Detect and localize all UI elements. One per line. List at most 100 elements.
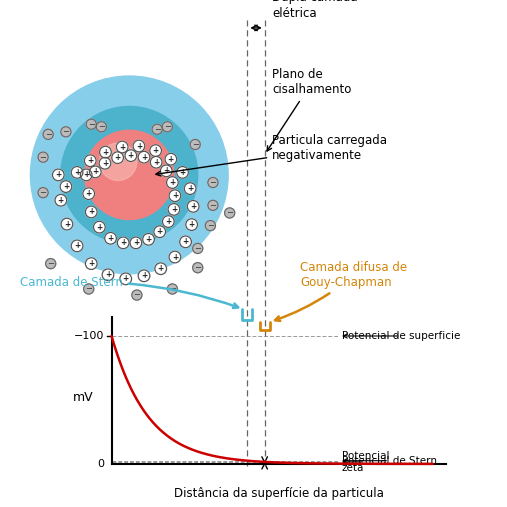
Circle shape <box>102 269 114 280</box>
Circle shape <box>117 237 129 248</box>
Text: Potencial de Stern: Potencial de Stern <box>342 456 437 466</box>
Text: +: + <box>58 196 64 205</box>
Text: +: + <box>179 168 186 177</box>
Circle shape <box>188 200 199 212</box>
Text: +: + <box>146 235 152 244</box>
Text: −: − <box>45 130 52 139</box>
Circle shape <box>154 226 166 237</box>
Text: +: + <box>187 184 193 193</box>
Circle shape <box>60 181 72 192</box>
Circle shape <box>104 232 117 244</box>
Text: −: − <box>88 120 95 129</box>
Text: +: + <box>102 148 108 157</box>
Circle shape <box>46 259 56 269</box>
Text: +: + <box>119 142 125 152</box>
Text: +: + <box>158 264 164 273</box>
Circle shape <box>61 106 198 243</box>
Text: 0: 0 <box>97 459 104 469</box>
Circle shape <box>193 243 203 254</box>
Text: Camada de Stern: Camada de Stern <box>20 276 238 308</box>
Circle shape <box>186 219 198 230</box>
Text: +: + <box>172 252 178 262</box>
Circle shape <box>155 263 166 275</box>
Circle shape <box>167 284 177 294</box>
Circle shape <box>84 155 96 166</box>
Circle shape <box>161 165 172 176</box>
Circle shape <box>71 240 83 251</box>
Circle shape <box>96 122 106 132</box>
Text: −: − <box>133 291 140 300</box>
Text: +: + <box>87 156 93 165</box>
Circle shape <box>205 221 215 231</box>
Text: +: + <box>86 189 92 198</box>
Text: Potencial de superficie: Potencial de superficie <box>342 331 460 341</box>
Circle shape <box>176 166 189 178</box>
Text: +: + <box>172 191 178 200</box>
Circle shape <box>125 150 137 161</box>
Text: −: − <box>47 259 54 268</box>
Text: −: − <box>154 125 161 134</box>
Text: +: + <box>183 237 189 246</box>
Circle shape <box>99 143 137 180</box>
Text: +: + <box>123 274 129 283</box>
Circle shape <box>165 153 177 165</box>
Text: +: + <box>163 166 169 175</box>
Circle shape <box>185 183 196 194</box>
Text: −100: −100 <box>74 331 104 341</box>
Circle shape <box>90 166 101 177</box>
Circle shape <box>167 177 178 188</box>
Circle shape <box>152 124 162 134</box>
Circle shape <box>120 273 132 284</box>
Circle shape <box>81 169 92 180</box>
Circle shape <box>85 130 174 220</box>
Circle shape <box>84 284 94 294</box>
Text: +: + <box>153 158 159 167</box>
Text: +: + <box>102 159 108 168</box>
Text: mV: mV <box>74 391 94 404</box>
Text: +: + <box>63 182 69 191</box>
Text: −: − <box>194 263 201 272</box>
Circle shape <box>143 233 154 245</box>
Text: +: + <box>83 170 89 179</box>
Circle shape <box>93 221 105 233</box>
Text: +: + <box>171 205 177 214</box>
Circle shape <box>130 237 142 248</box>
Text: −: − <box>85 284 92 294</box>
Circle shape <box>179 236 192 247</box>
Text: +: + <box>74 241 80 250</box>
Text: +: + <box>107 234 114 243</box>
Circle shape <box>85 258 97 270</box>
Circle shape <box>61 127 71 137</box>
Text: +: + <box>92 167 98 176</box>
Circle shape <box>208 200 218 210</box>
Circle shape <box>169 190 180 201</box>
Circle shape <box>151 156 162 168</box>
Text: +: + <box>168 155 174 164</box>
Circle shape <box>43 129 53 139</box>
Circle shape <box>190 139 200 150</box>
Text: +: + <box>189 220 195 229</box>
Text: +: + <box>136 141 142 151</box>
Text: −: − <box>192 140 199 149</box>
Text: +: + <box>190 202 196 211</box>
Circle shape <box>55 194 66 206</box>
Text: Plano de
cisalhamento: Plano de cisalhamento <box>267 68 352 151</box>
Circle shape <box>150 145 161 156</box>
Text: +: + <box>169 178 175 187</box>
Circle shape <box>85 206 97 218</box>
Text: Potencial
zeta: Potencial zeta <box>342 451 389 473</box>
Circle shape <box>163 216 174 227</box>
Circle shape <box>38 188 48 198</box>
Text: +: + <box>74 168 80 177</box>
Circle shape <box>169 251 180 263</box>
Text: +: + <box>88 259 94 268</box>
Text: Dupla camada
elétrica: Dupla camada elétrica <box>272 0 358 20</box>
Circle shape <box>53 169 64 180</box>
Text: +: + <box>141 271 147 280</box>
Text: −: − <box>40 153 47 162</box>
Text: +: + <box>120 238 126 247</box>
Circle shape <box>86 119 96 129</box>
Text: Camada difusa de
Gouy-Chapman: Camada difusa de Gouy-Chapman <box>275 261 407 321</box>
Text: +: + <box>64 220 70 229</box>
Circle shape <box>99 147 112 158</box>
